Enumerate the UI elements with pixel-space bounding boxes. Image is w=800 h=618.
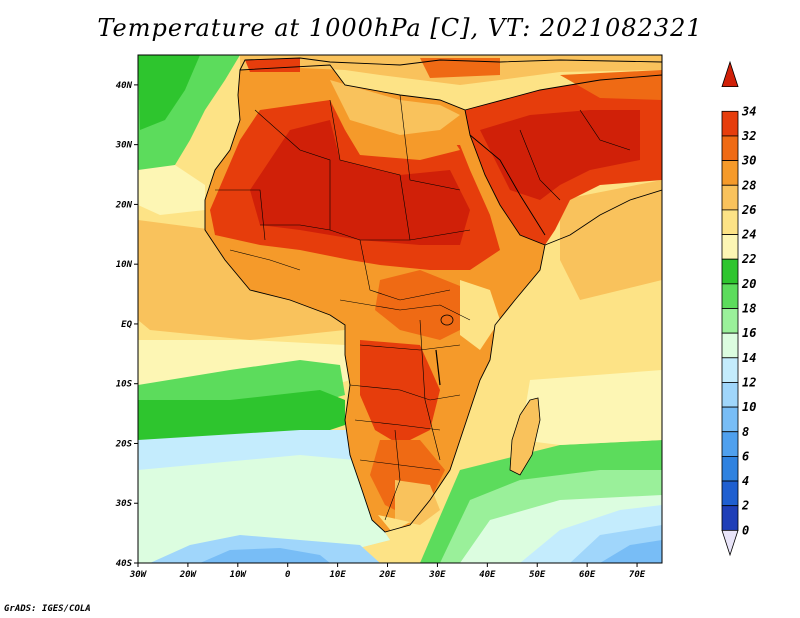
colorbar-swatch [721, 283, 739, 309]
lon-tick-label: 20W [179, 570, 198, 580]
country-borders [215, 94, 631, 521]
colorbar-swatch [721, 505, 739, 531]
lon-tick-label: 10W [230, 570, 248, 580]
lon-tick-label: 10E [329, 570, 346, 580]
colorbar-swatch [721, 110, 739, 137]
colorbar-label: 16 [742, 326, 756, 340]
lat-tick-label: EQ [121, 320, 132, 330]
lake-victoria [440, 314, 454, 326]
colorbar-label: 8 [742, 425, 749, 439]
lat-tick-label: 20S [115, 439, 133, 449]
colorbar-label: 30 [741, 154, 756, 168]
lon-tick-label: 60E [579, 570, 596, 580]
longitude-axis: 30W 20W 10W 0 10E 20E 30E 40E 50E 60E 70E [129, 563, 646, 580]
colorbar-swatch [721, 258, 739, 285]
chart-title: Temperature at 1000hPa [C], VT: 20210823… [97, 14, 703, 42]
lon-tick-label: 40E [479, 570, 496, 580]
colorbar-swatch [721, 332, 739, 359]
colorbar-label: 12 [742, 375, 756, 389]
colorbar-label: 26 [741, 203, 756, 217]
colorbar-label: 2 [741, 499, 749, 513]
colorbar-swatch [721, 480, 739, 507]
lon-tick-label: 20E [378, 570, 396, 580]
colorbar-label: 4 [742, 474, 749, 488]
colorbar-label: 28 [741, 178, 756, 192]
colorbar-top-arrow [721, 60, 739, 88]
colorbar-label: 34 [741, 104, 756, 118]
colorbar-label: 0 [742, 523, 749, 537]
map-field [138, 55, 662, 563]
latitude-axis: 40N 30N 20N 10N EQ 10S 20S 30S 40S [115, 81, 138, 569]
lon-tick-label: 30E [428, 570, 446, 580]
colorbar-label: 20 [741, 277, 756, 291]
lon-tick-label: 0 [285, 570, 291, 580]
lat-tick-label: 10N [116, 260, 133, 270]
lon-tick-label: 70E [629, 570, 646, 580]
lat-tick-label: 20N [115, 200, 133, 210]
lon-tick-label: 30W [129, 570, 148, 580]
lon-tick-label: 50E [529, 570, 546, 580]
coastlines [204, 57, 662, 533]
colorbar-label: 32 [741, 129, 756, 143]
colorbar-bottom-arrow [721, 529, 739, 557]
colorbar-label: 14 [742, 351, 756, 365]
colorbar-swatch [721, 308, 739, 334]
colorbar-swatch [721, 406, 739, 433]
lake-tanganyika [435, 349, 441, 386]
colorbar-label: 10 [742, 400, 756, 414]
colorbar-swatch [721, 234, 739, 260]
map-frame [137, 54, 663, 564]
lat-tick-label: 40N [116, 81, 133, 91]
colorbar-label: 18 [742, 302, 756, 316]
lat-tick-label: 10S [116, 380, 133, 390]
colorbar-swatch [721, 382, 739, 408]
lat-tick-label: 40S [116, 559, 133, 569]
colorbar-swatch [721, 357, 739, 383]
madagascar [509, 397, 541, 476]
colorbar-swatch [721, 455, 739, 482]
colorbar-swatch [721, 431, 739, 457]
lat-tick-label: 30N [115, 141, 133, 151]
colorbar-label: 24 [741, 228, 756, 242]
colorbar-label: 22 [741, 252, 756, 266]
colorbar-swatch [721, 160, 739, 186]
colorbar-swatch [721, 209, 739, 235]
colorbar-label: 6 [742, 449, 749, 463]
lat-tick-label: 30S [115, 499, 133, 509]
credit-label: GrADS: IGES/COLA [4, 604, 91, 614]
colorbar-swatch [721, 184, 739, 211]
colorbar-swatch [721, 135, 739, 161]
